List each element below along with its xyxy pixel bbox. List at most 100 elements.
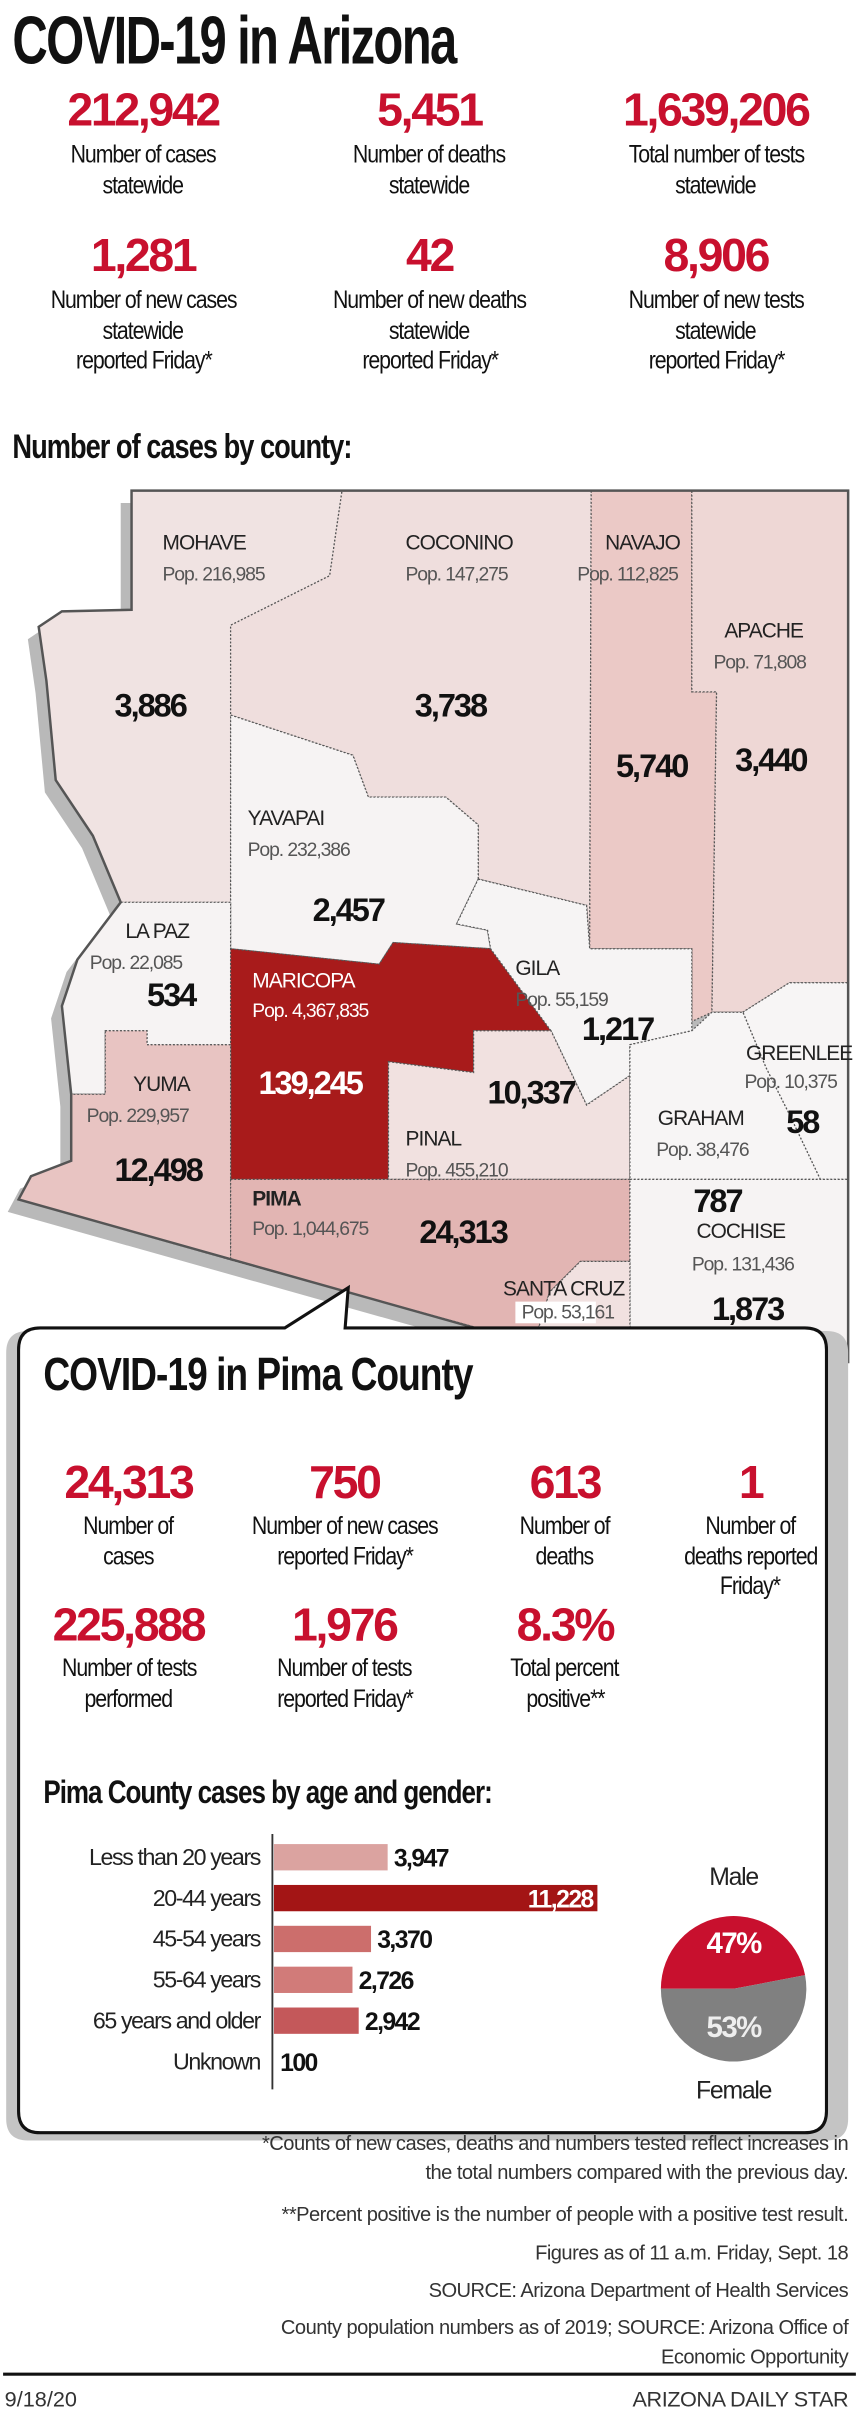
date-label: 9/18/20: [4, 2386, 77, 2412]
county-name: COCONINO: [405, 531, 513, 554]
county-population: Pop. 131,436: [692, 1254, 794, 1276]
stat-value: 225,888: [52, 1600, 207, 1652]
footer-note: the total numbers compared with the prev…: [425, 2160, 849, 2184]
stat-label: reported Friday*: [361, 348, 499, 375]
stat-value: 1,976: [292, 1600, 399, 1652]
state-stat: 1,639,206 Total number of tests statewide: [573, 86, 859, 202]
county-population: Pop. 147,275: [405, 563, 507, 585]
county-population: Pop. 22,085: [90, 952, 183, 974]
county-cases: 3,886: [115, 688, 187, 724]
stat-value: 750: [309, 1457, 382, 1510]
county-population: Pop. 10,375: [744, 1071, 837, 1093]
pima-stat: 1,976 Number of tests reported Friday*: [232, 1600, 456, 1715]
county-yuma: [17, 1030, 232, 1261]
county-label-navajo: NAVAJO Pop. 112,825 5,740: [577, 531, 690, 784]
stat-label: cases: [103, 1543, 154, 1571]
county-label-apache: APACHE Pop. 71,808 3,440: [713, 620, 809, 778]
county-cases: 3,440: [735, 742, 807, 778]
county-name: LA PAZ: [125, 920, 190, 943]
footer-note: Figures as of 11 a.m. Friday, Sept. 18: [535, 2241, 849, 2265]
pima-stat: 225,888 Number of tests performed: [34, 1600, 223, 1715]
stat-label: reported Friday*: [276, 1543, 414, 1571]
stat-value: 212,942: [67, 85, 221, 137]
stat-value: 613: [529, 1457, 603, 1510]
county-cases: 10,337: [488, 1075, 576, 1111]
stat-label: statewide: [675, 318, 757, 345]
county-population: Pop. 55,159: [515, 989, 608, 1011]
state-stat: 212,942 Number of cases statewide: [0, 85, 286, 202]
stat-label: Number of new deaths: [332, 287, 527, 315]
county-cases: 2,457: [313, 892, 385, 928]
map-title: Number of cases by county:: [12, 427, 352, 466]
stat-label: Number of: [83, 1513, 175, 1540]
county-population: Pop. 53,161: [522, 1302, 615, 1324]
age-gender-chart-title: Pima County cases by age and gender:: [43, 1775, 492, 1811]
pima-stat: 613 Number of deaths: [472, 1459, 658, 1572]
county-label-greenlee: GREENLEE Pop. 10,375 58: [744, 1042, 854, 1140]
county-population: Pop. 1,044,675: [252, 1218, 368, 1240]
stat-label: Number of cases: [70, 142, 217, 169]
county-name: GRAHAM: [658, 1107, 744, 1130]
county-label-yuma: YUMA Pop. 229,957 12,498: [87, 1073, 206, 1188]
stat-label: reported Friday*: [647, 348, 785, 375]
county-population: Pop. 232,386: [248, 839, 350, 861]
county-name: MOHAVE: [163, 531, 247, 554]
county-population: Pop. 71,808: [713, 652, 806, 674]
footer-note: **Percent positive is the number of peop…: [281, 2202, 849, 2226]
county-cases: 3,738: [415, 688, 488, 724]
county-name: COCHISE: [696, 1220, 786, 1243]
pima-stat: 8.3% Total percent positive**: [472, 1600, 658, 1715]
stat-label: reported Friday*: [75, 348, 212, 375]
county-cases: 787: [693, 1183, 742, 1219]
stat-label: Number of: [705, 1513, 797, 1540]
county-population: Pop. 216,985: [163, 563, 265, 585]
page-title: COVID-19 in Arizona: [12, 3, 457, 79]
county-cases: 5,740: [616, 748, 688, 784]
county-label-pima: PIMA Pop. 1,044,675 24,313: [252, 1188, 509, 1250]
county-population: Pop. 112,825: [577, 563, 678, 585]
stat-value: 8.3%: [516, 1600, 616, 1652]
stat-label: deaths: [536, 1543, 595, 1571]
county-name: PIMA: [252, 1188, 301, 1211]
county-population: Pop. 4,367,835: [252, 1000, 368, 1022]
county-label-graham: GRAHAM Pop. 38,476 787: [656, 1107, 750, 1219]
state-stat: 8,906 Number of new tests statewide reporte…: [573, 230, 859, 377]
county-name: SANTA CRUZ: [503, 1277, 626, 1300]
county-name: APACHE: [724, 620, 804, 643]
county-label-la-paz: LA PAZ Pop. 22,085 534: [90, 920, 199, 1013]
state-stat: 42 Number of new deaths statewide reported …: [286, 230, 572, 377]
county-cases: 24,313: [419, 1214, 507, 1250]
county-yavapai: [229, 714, 492, 965]
footer-note: *Counts of new cases, deaths and numbers…: [262, 2131, 849, 2155]
stat-value: 1: [738, 1457, 765, 1510]
county-label-maricopa: MARICOPA Pop. 4,367,835 139,245: [252, 969, 369, 1101]
footer-note: Economic Opportunity: [661, 2344, 849, 2368]
pima-stat: 24,313 Number of cases: [34, 1459, 223, 1572]
pima-title: COVID-19 in Pima County: [43, 1349, 473, 1401]
stat-label: statewide: [102, 318, 184, 345]
stat-label: Number of tests: [61, 1656, 196, 1683]
county-pinal: [387, 1030, 631, 1180]
pima-stat: 750 Number of new cases reported Friday*: [232, 1459, 456, 1572]
publisher-label: ARIZONA DAILY STAR: [632, 2386, 849, 2412]
stat-label: deaths reported: [684, 1543, 818, 1571]
stat-value: 8,906: [663, 230, 771, 282]
stat-value: 42: [405, 230, 455, 282]
stat-label: Number of new cases: [251, 1513, 438, 1540]
pima-stat: 1 Number of deaths reported Friday*: [650, 1459, 851, 1602]
footer-rule: [3, 2372, 856, 2376]
stat-label: statewide: [389, 318, 470, 345]
state-stat: 5,451 Number of deaths statewide: [286, 86, 572, 202]
santa-cruz-label-bg: [515, 1301, 596, 1324]
stat-label: positive**: [525, 1686, 605, 1713]
stat-label: reported Friday*: [276, 1686, 414, 1713]
county-cases: 58: [786, 1104, 820, 1140]
county-cases: 12,498: [115, 1152, 204, 1188]
stat-label: statewide: [675, 172, 757, 199]
stat-label: Number of new cases: [50, 287, 237, 315]
county-population: Pop. 229,957: [87, 1105, 189, 1127]
pima-callout-box: [17, 1284, 829, 2135]
